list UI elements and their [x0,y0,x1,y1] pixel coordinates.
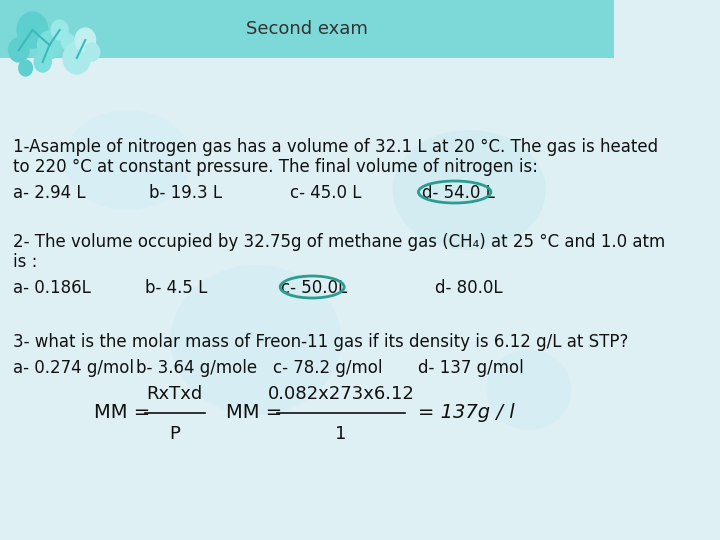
Circle shape [63,42,91,74]
Text: = 137g / l: = 137g / l [418,403,515,422]
Text: 1: 1 [336,425,347,443]
Text: Second exam: Second exam [246,20,368,38]
Ellipse shape [64,110,192,210]
Text: MM =: MM = [226,403,282,422]
Text: a- 0.186L: a- 0.186L [13,279,91,297]
Text: d- 54.0 L: d- 54.0 L [422,184,495,202]
Text: a- 0.274 g/mol: a- 0.274 g/mol [13,359,134,377]
Text: 2- The volume occupied by 32.75g of methane gas (CH₄) at 25 °C and 1.0 atm: 2- The volume occupied by 32.75g of meth… [13,233,665,251]
Ellipse shape [486,350,572,430]
Text: c- 50.0L: c- 50.0L [282,279,348,297]
Text: 0.082x273x6.12: 0.082x273x6.12 [268,385,415,403]
Text: c- 78.2 g/mol: c- 78.2 g/mol [273,359,382,377]
Circle shape [9,38,29,62]
Text: a- 2.94 L: a- 2.94 L [13,184,86,202]
Text: is :: is : [13,253,37,271]
Text: d- 137 g/mol: d- 137 g/mol [418,359,523,377]
Circle shape [34,52,51,72]
Text: RxTxd: RxTxd [147,385,203,403]
Circle shape [37,31,61,59]
Text: b- 4.5 L: b- 4.5 L [145,279,207,297]
Circle shape [19,60,32,76]
Circle shape [51,20,68,40]
Text: 3- what is the molar mass of Freon-11 gas if its density is 6.12 g/L at STP?: 3- what is the molar mass of Freon-11 ga… [13,333,628,351]
FancyBboxPatch shape [0,58,614,540]
Text: 1-Asample of nitrogen gas has a volume of 32.1 L at 20 °C. The gas is heated: 1-Asample of nitrogen gas has a volume o… [13,138,658,156]
Text: P: P [169,425,180,443]
Text: b- 19.3 L: b- 19.3 L [149,184,222,202]
Text: d- 80.0L: d- 80.0L [435,279,503,297]
Text: b- 3.64 g/mole: b- 3.64 g/mole [137,359,258,377]
Circle shape [17,12,48,48]
Circle shape [84,43,100,61]
Text: to 220 °C at constant pressure. The final volume of nitrogen is:: to 220 °C at constant pressure. The fina… [13,158,538,176]
Ellipse shape [171,265,341,415]
Text: c- 45.0 L: c- 45.0 L [290,184,361,202]
Circle shape [61,34,75,50]
Ellipse shape [392,130,546,250]
Text: MM =: MM = [94,403,150,422]
FancyBboxPatch shape [0,0,614,58]
Circle shape [75,28,96,52]
